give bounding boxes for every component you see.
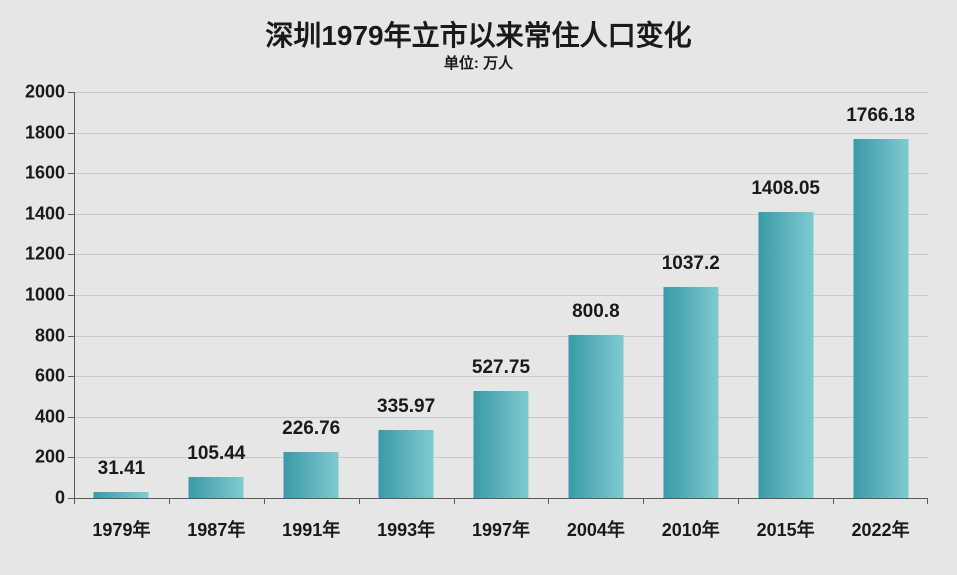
x-tick-label: 2010年 <box>662 516 720 542</box>
x-axis <box>74 498 928 499</box>
x-tick-mark <box>264 498 265 504</box>
y-tick-label: 0 <box>55 488 65 509</box>
bar <box>284 452 339 498</box>
bar <box>379 430 434 498</box>
bar-value-label: 105.44 <box>187 443 245 465</box>
bar-slot: 800.82004年 <box>548 92 643 498</box>
bar <box>568 335 623 498</box>
bar <box>473 391 528 498</box>
bar-slot: 1037.22010年 <box>643 92 738 498</box>
x-tick-mark <box>548 498 549 504</box>
bar <box>94 492 149 498</box>
y-tick-label: 1200 <box>25 244 65 265</box>
bar-value-label: 1766.18 <box>846 105 915 127</box>
y-tick-label: 2000 <box>25 82 65 103</box>
bar-value-label: 335.97 <box>377 396 435 418</box>
bar-value-label: 800.8 <box>572 301 620 323</box>
bar-slot: 527.751997年 <box>454 92 549 498</box>
x-tick-label: 2022年 <box>852 516 910 542</box>
bar-value-label: 226.76 <box>282 418 340 440</box>
bar <box>758 212 813 498</box>
x-tick-mark <box>454 498 455 504</box>
x-tick-mark <box>738 498 739 504</box>
y-tick-label: 1400 <box>25 203 65 224</box>
bar <box>853 139 908 498</box>
y-tick-label: 1800 <box>25 122 65 143</box>
x-tick-label: 1991年 <box>282 516 340 542</box>
chart-title: 深圳1979年立市以来常住人口变化 <box>0 14 957 54</box>
y-tick-label: 200 <box>35 447 65 468</box>
bar <box>189 477 244 498</box>
x-tick-label: 2004年 <box>567 516 625 542</box>
population-chart: 深圳1979年立市以来常住人口变化 单位: 万人 31.411979年105.4… <box>0 0 957 575</box>
plot-area: 31.411979年105.441987年226.761991年335.9719… <box>74 92 928 498</box>
bar-slot: 226.761991年 <box>264 92 359 498</box>
x-tick-mark <box>74 498 75 504</box>
x-tick-mark <box>359 498 360 504</box>
x-tick-label: 2015年 <box>757 516 815 542</box>
y-tick-label: 1600 <box>25 163 65 184</box>
bar-slot: 31.411979年 <box>74 92 169 498</box>
x-tick-mark <box>927 498 928 504</box>
bar-slot: 1766.182022年 <box>833 92 928 498</box>
chart-subtitle: 单位: 万人 <box>0 52 957 73</box>
bar-value-label: 31.41 <box>98 458 146 480</box>
bar-slot: 1408.052015年 <box>738 92 833 498</box>
y-tick-label: 1000 <box>25 285 65 306</box>
x-tick-mark <box>643 498 644 504</box>
x-tick-label: 1979年 <box>92 516 150 542</box>
x-tick-label: 1997年 <box>472 516 530 542</box>
y-tick-label: 600 <box>35 366 65 387</box>
bar-value-label: 1408.05 <box>751 178 820 200</box>
bar-slot: 105.441987年 <box>169 92 264 498</box>
y-tick-label: 400 <box>35 406 65 427</box>
y-tick-label: 800 <box>35 325 65 346</box>
bar <box>663 287 718 498</box>
bar-value-label: 527.75 <box>472 357 530 379</box>
x-tick-label: 1993年 <box>377 516 435 542</box>
bar-slot: 335.971993年 <box>359 92 454 498</box>
bar-value-label: 1037.2 <box>662 253 720 275</box>
x-tick-label: 1987年 <box>187 516 245 542</box>
x-tick-mark <box>833 498 834 504</box>
x-tick-mark <box>169 498 170 504</box>
